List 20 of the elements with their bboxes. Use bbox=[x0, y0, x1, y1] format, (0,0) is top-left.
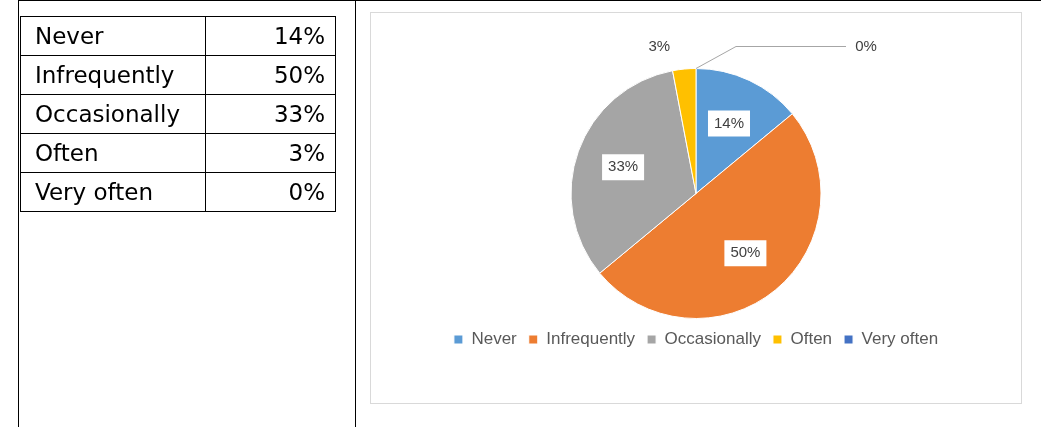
data-label: 14% bbox=[713, 113, 745, 131]
category-label: Never bbox=[35, 23, 104, 49]
data-label: 3% bbox=[648, 36, 671, 54]
data-label: 33% bbox=[608, 157, 639, 175]
category-label: Often bbox=[35, 140, 99, 166]
text: 14% bbox=[273, 23, 325, 49]
text: 0% bbox=[288, 179, 325, 205]
category-label: Very often bbox=[35, 179, 153, 205]
text: 50% bbox=[273, 62, 325, 88]
text: 0% bbox=[855, 36, 877, 54]
text: 3% bbox=[288, 140, 325, 166]
legend-label: Very often bbox=[861, 329, 939, 349]
text: 33% bbox=[273, 101, 325, 127]
legend-label: Infrequently bbox=[546, 329, 636, 349]
legend-label: Often bbox=[790, 329, 833, 349]
category-label: Infrequently bbox=[35, 62, 175, 88]
legend-label: Never bbox=[471, 329, 518, 349]
category-label: Occasionally bbox=[35, 101, 180, 127]
legend-label: Occasionally bbox=[664, 329, 762, 349]
data-label: 50% bbox=[730, 243, 761, 261]
